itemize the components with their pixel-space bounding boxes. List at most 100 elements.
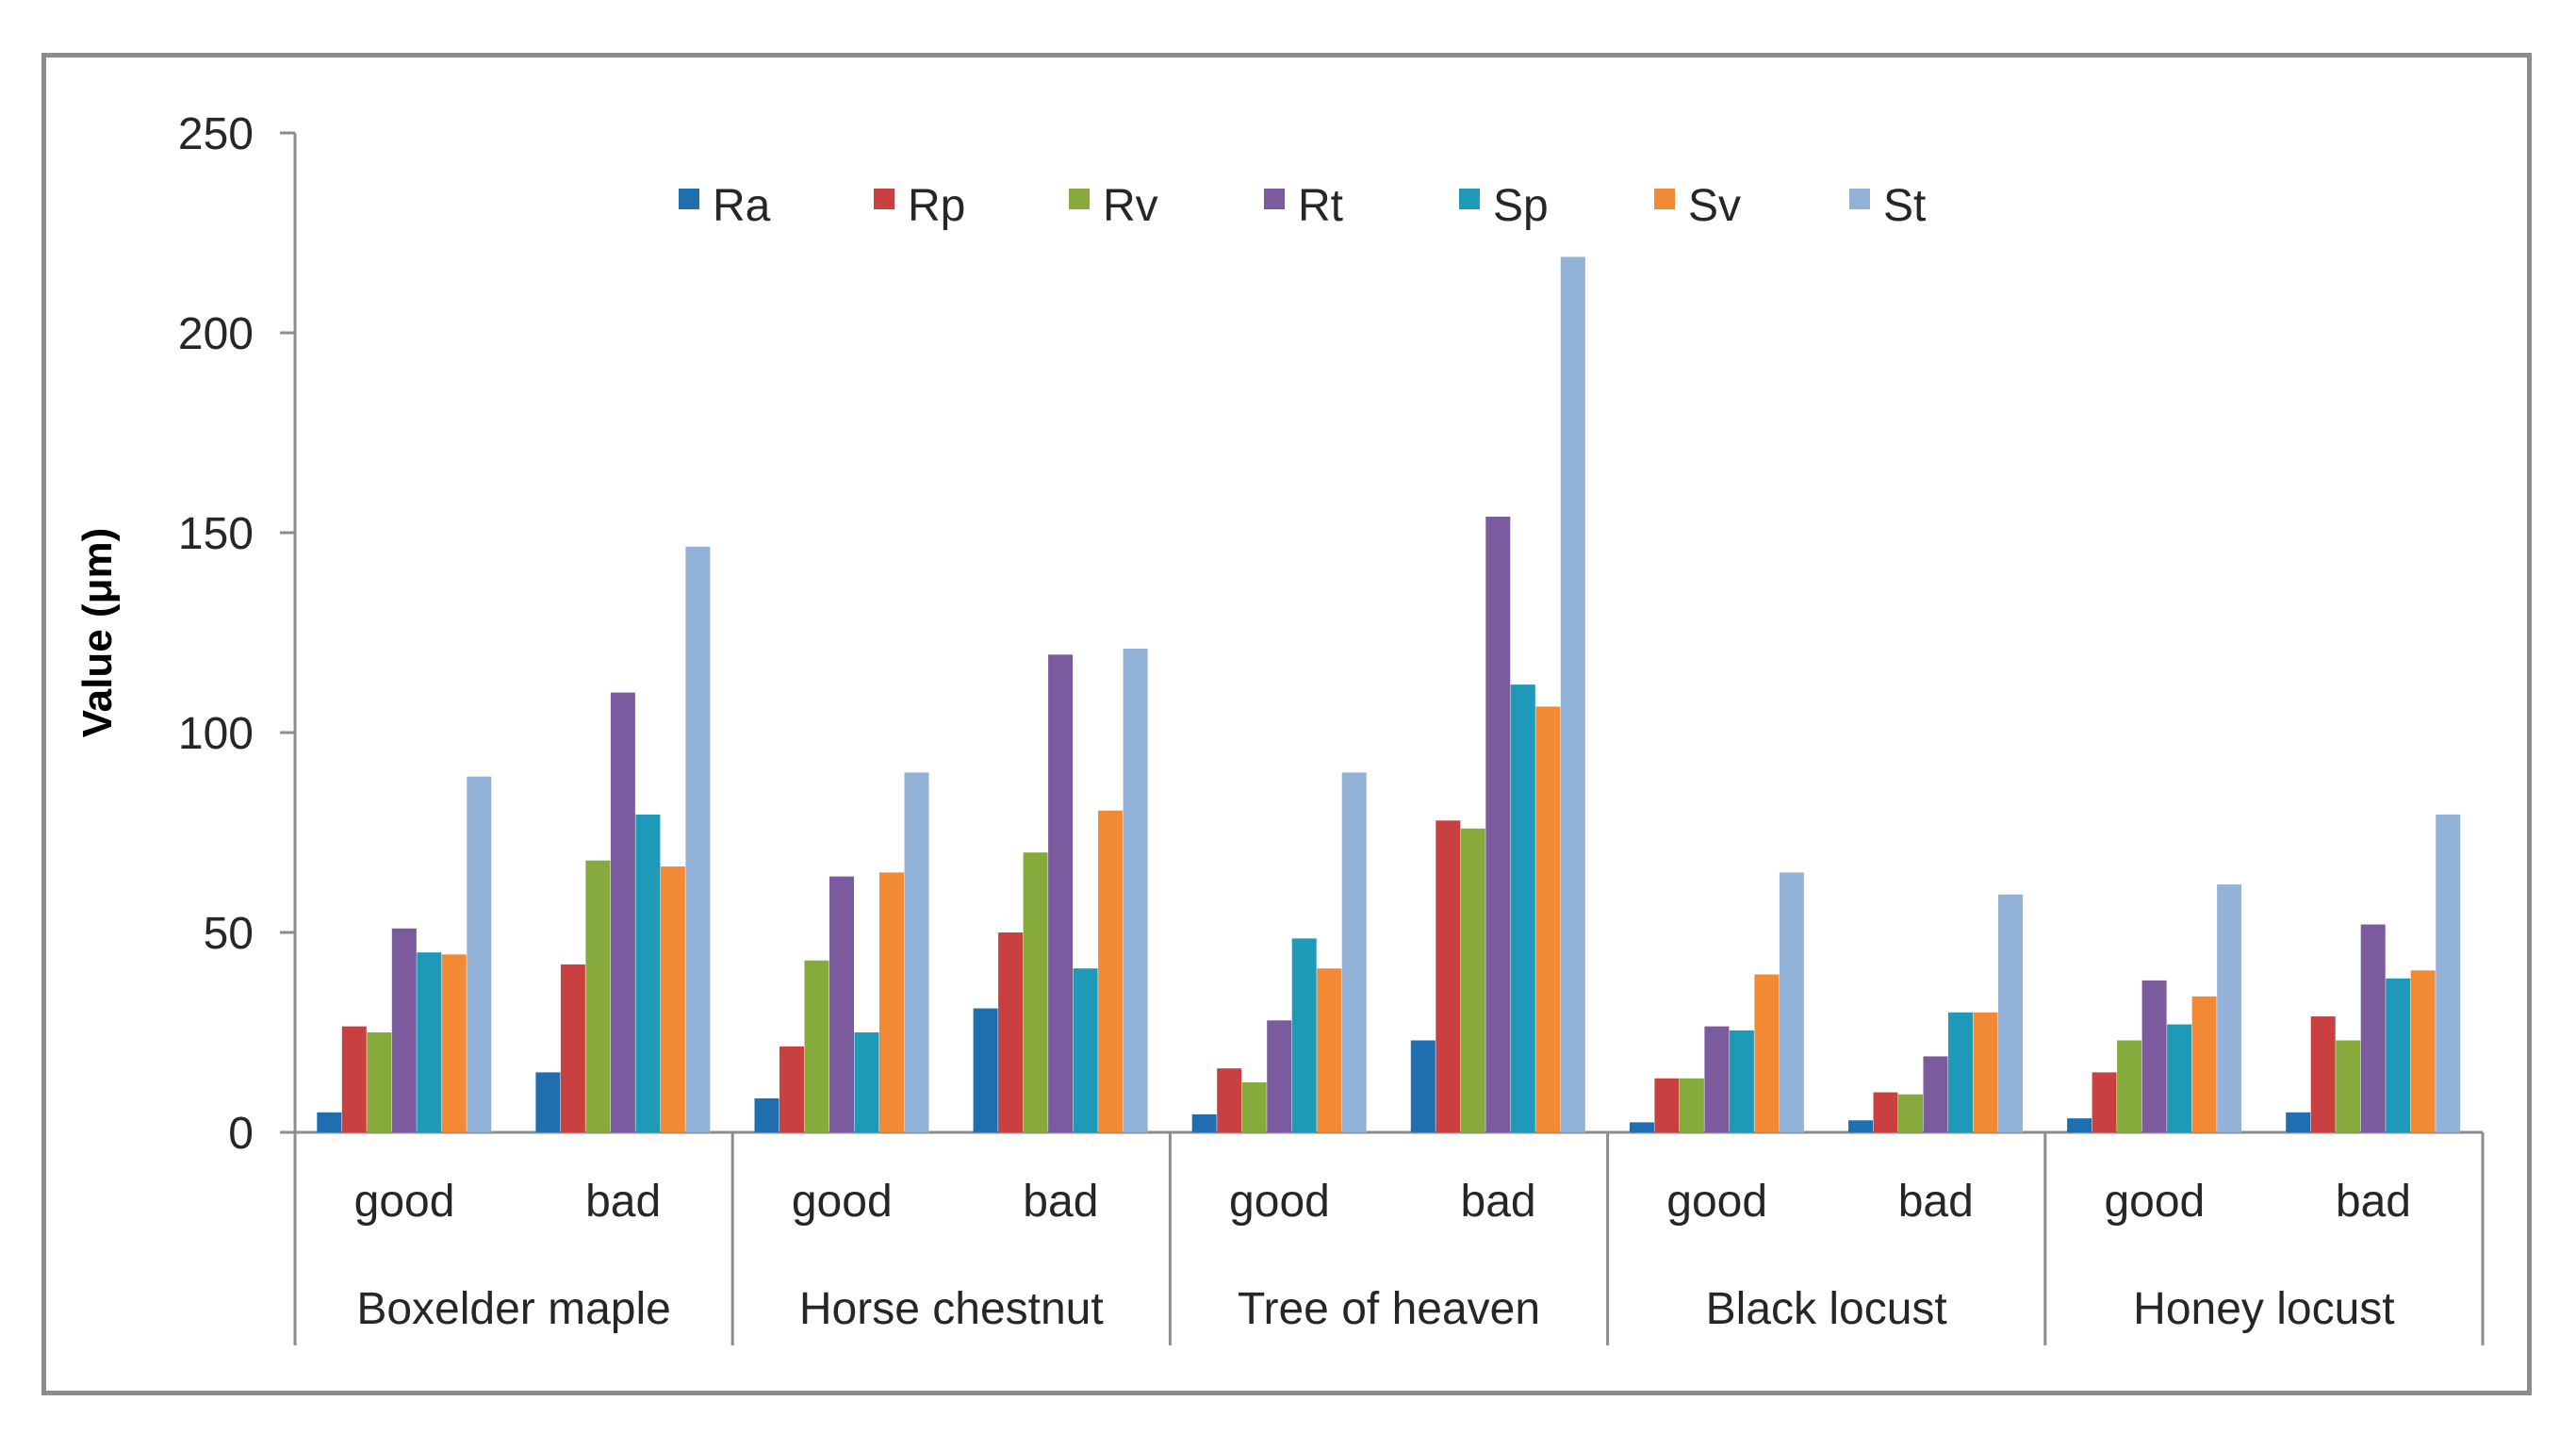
legend-swatch-rt (1264, 189, 1285, 209)
bar-rp-9 (2310, 1016, 2336, 1132)
category-label-good: good (1666, 1177, 1767, 1227)
y-axis-title: Value (μm) (74, 528, 121, 738)
category-label-bad: bad (1898, 1177, 1974, 1227)
legend-label-rt: Rt (1298, 181, 1343, 231)
bar-st-8 (2217, 884, 2242, 1132)
legend-swatch-sv (1654, 189, 1675, 209)
bar-sp-7 (1948, 1012, 1973, 1132)
group-label: Horse chestnut (799, 1284, 1104, 1334)
group-label: Tree of heaven (1238, 1284, 1540, 1334)
bars (317, 256, 2461, 1132)
bar-sv-9 (2410, 970, 2436, 1132)
category-label-bad: bad (1461, 1177, 1536, 1227)
bar-rv-1 (585, 860, 611, 1132)
bar-ra-8 (2067, 1118, 2092, 1132)
legend-label-sp: Sp (1493, 181, 1549, 231)
bar-sv-0 (441, 954, 467, 1132)
bar-sv-3 (1098, 810, 1124, 1132)
bar-ra-3 (973, 1008, 998, 1132)
bar-sv-5 (1535, 706, 1561, 1132)
y-tick-label: 200 (178, 309, 254, 359)
bar-ra-1 (535, 1072, 561, 1132)
category-label-bad: bad (1023, 1177, 1098, 1227)
group-label: Honey locust (2133, 1284, 2394, 1334)
bar-ra-2 (754, 1097, 779, 1132)
legend-swatch-rp (874, 189, 894, 209)
legend-swatch-st (1849, 189, 1870, 209)
bar-rp-8 (2092, 1072, 2117, 1132)
bar-rt-2 (829, 876, 854, 1132)
bar-rp-0 (341, 1026, 367, 1132)
category-label-good: good (1229, 1177, 1330, 1227)
category-label-bad: bad (585, 1177, 661, 1227)
legend-label-rp: Rp (908, 181, 965, 231)
bar-st-2 (904, 772, 929, 1132)
bar-sp-0 (417, 952, 442, 1132)
group-label: Boxelder maple (356, 1284, 671, 1334)
bar-sp-4 (1291, 938, 1317, 1132)
bar-rt-9 (2360, 924, 2386, 1132)
bar-rp-2 (779, 1046, 804, 1132)
bar-sp-1 (635, 814, 661, 1132)
category-label-good: good (2104, 1177, 2205, 1227)
category-label-good: good (792, 1177, 893, 1227)
bar-ra-7 (1848, 1120, 1873, 1132)
bar-st-0 (467, 776, 492, 1132)
bar-ra-4 (1191, 1113, 1217, 1132)
bar-rp-1 (560, 964, 585, 1132)
category-label-good: good (354, 1177, 455, 1227)
bar-rt-4 (1267, 1020, 1292, 1132)
bar-rp-6 (1654, 1078, 1680, 1132)
bar-rv-3 (1023, 852, 1048, 1132)
bar-rt-0 (391, 928, 417, 1132)
y-tick-label: 100 (178, 709, 254, 759)
bar-ra-0 (317, 1112, 342, 1132)
bar-sv-6 (1754, 974, 1780, 1132)
y-tick-label: 250 (178, 109, 254, 159)
bar-rv-2 (804, 960, 829, 1132)
legend-label-ra: Ra (713, 181, 771, 231)
bar-st-5 (1560, 256, 1585, 1132)
group-label: Black locust (1706, 1284, 1947, 1334)
bar-sv-4 (1317, 968, 1342, 1132)
bar-rv-5 (1460, 828, 1485, 1132)
bar-sv-7 (1973, 1012, 1998, 1132)
bar-sv-8 (2191, 996, 2217, 1132)
bar-rv-6 (1679, 1078, 1704, 1132)
bar-sp-9 (2386, 978, 2411, 1132)
bar-rv-4 (1241, 1082, 1267, 1132)
bar-rp-5 (1436, 820, 1461, 1132)
bar-rv-7 (1898, 1094, 1923, 1132)
bar-ra-9 (2286, 1112, 2311, 1132)
legend-label-rv: Rv (1103, 181, 1158, 231)
y-tick-label: 0 (228, 1109, 254, 1159)
bar-st-9 (2436, 814, 2461, 1132)
bar-st-7 (1998, 894, 2023, 1132)
bar-st-6 (1779, 872, 1804, 1132)
legend-label-st: St (1883, 181, 1926, 231)
legend: Ra Rp Rv Rt Sp Sv St (679, 181, 1926, 231)
legend-label-sv: Sv (1688, 181, 1741, 231)
y-tick-label: 50 (204, 909, 254, 959)
bar-rt-6 (1704, 1026, 1730, 1132)
labels: 0 50 100 150 200 250 good bad good bad good bad good… (178, 109, 2411, 1334)
bar-rv-8 (2117, 1040, 2142, 1132)
legend-swatch-sp (1459, 189, 1480, 209)
bar-rv-9 (2336, 1040, 2361, 1132)
bar-st-3 (1123, 648, 1148, 1132)
bar-sp-2 (854, 1032, 879, 1132)
category-label-bad: bad (2336, 1177, 2411, 1227)
bar-sp-6 (1729, 1030, 1754, 1132)
legend-swatch-ra (679, 189, 699, 209)
y-tick-label: 150 (178, 509, 254, 559)
bar-rt-5 (1485, 517, 1511, 1132)
bar-rp-4 (1217, 1068, 1242, 1132)
chart-frame (41, 53, 2532, 1395)
bar-ra-5 (1410, 1040, 1436, 1132)
bar-rt-3 (1048, 654, 1074, 1132)
bar-rp-7 (1873, 1092, 1898, 1132)
bar-rt-8 (2141, 980, 2167, 1132)
bar-st-1 (685, 546, 711, 1132)
legend-swatch-rv (1069, 189, 1090, 209)
